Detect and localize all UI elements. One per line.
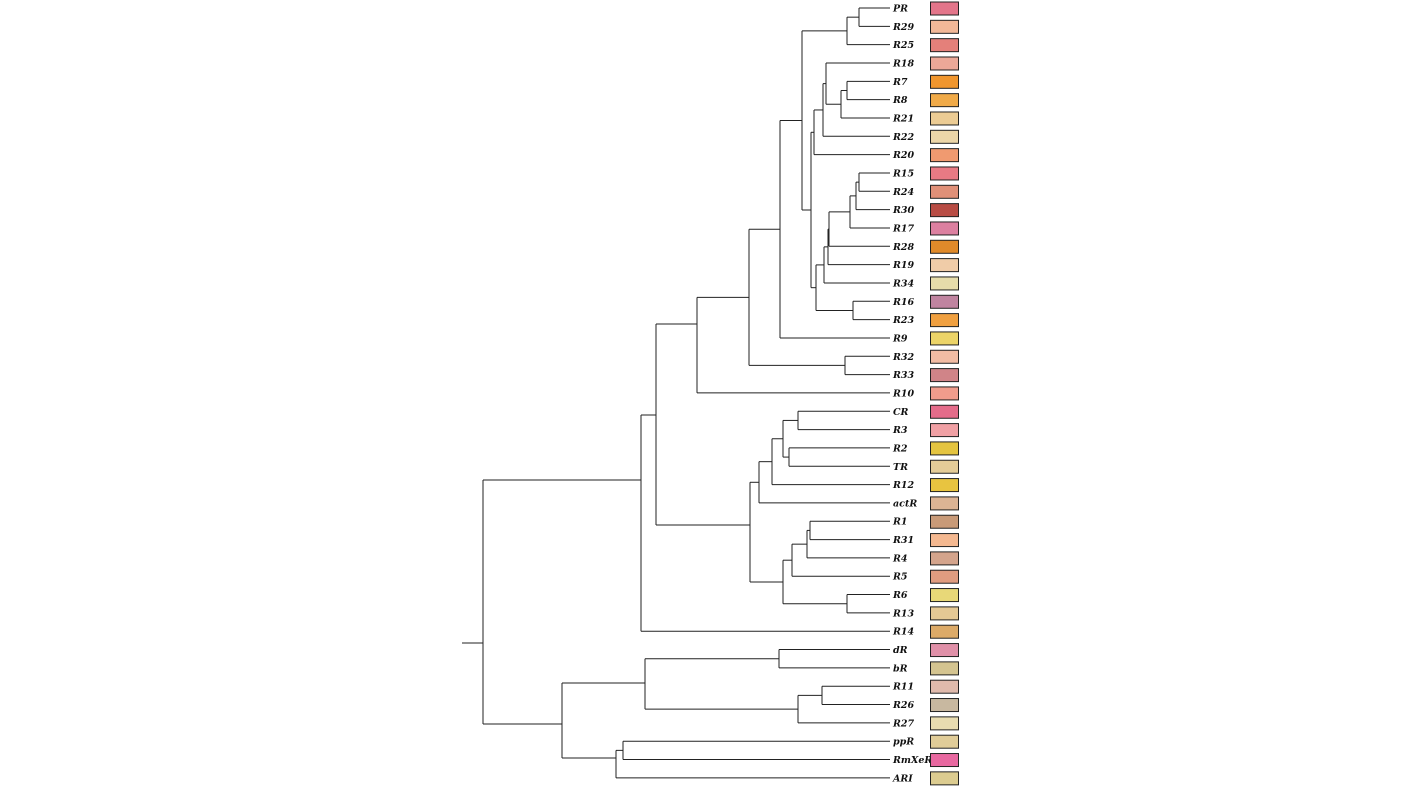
leaf-label: R26 <box>892 700 915 711</box>
color-swatch <box>930 19 959 34</box>
leaf-label: dR <box>893 645 908 656</box>
color-swatch <box>930 459 959 474</box>
leaf-label: bR <box>893 663 908 674</box>
leaf-label: R24 <box>892 187 914 198</box>
leaf-label: PR <box>892 4 908 15</box>
leaf-label: TR <box>893 462 908 473</box>
color-swatch <box>930 93 959 108</box>
color-swatch <box>930 423 959 438</box>
leaf-label: R34 <box>892 278 914 289</box>
leaf-label: RmXeR <box>892 755 932 766</box>
leaf-label: R14 <box>892 627 914 638</box>
leaf-label: R30 <box>892 205 915 216</box>
leaf-label: R7 <box>892 77 908 88</box>
leaf-label: R13 <box>892 608 915 619</box>
leaf-label: R32 <box>892 352 915 363</box>
leaf-label: R33 <box>892 370 915 381</box>
leaf-label: R22 <box>892 132 915 143</box>
color-swatch <box>930 294 959 309</box>
color-swatch <box>930 478 959 493</box>
color-swatch <box>930 349 959 364</box>
color-swatch <box>930 276 959 291</box>
color-swatch <box>930 551 959 566</box>
color-swatch <box>930 716 959 731</box>
color-swatch <box>930 258 959 273</box>
color-swatch <box>930 239 959 254</box>
leaf-label: R28 <box>892 242 915 253</box>
color-swatch <box>930 496 959 511</box>
color-swatch <box>930 203 959 218</box>
dendrogram-branches <box>462 7 890 779</box>
leaf-label: ppR <box>893 737 914 748</box>
leaf-label: R4 <box>892 553 908 564</box>
leaf-label: R27 <box>892 718 915 729</box>
color-swatch <box>930 1 959 16</box>
color-swatch <box>930 588 959 603</box>
color-swatch <box>930 661 959 676</box>
color-swatch <box>930 514 959 529</box>
color-swatch <box>930 129 959 144</box>
color-swatch <box>930 38 959 53</box>
leaf-label: R12 <box>892 480 915 491</box>
leaf-label: R1 <box>892 517 908 528</box>
leaf-label: R25 <box>892 40 915 51</box>
leaf-label: R9 <box>892 333 908 344</box>
leaf-label: R23 <box>892 315 915 326</box>
color-swatch <box>930 331 959 346</box>
color-swatch <box>930 221 959 236</box>
color-swatch <box>930 56 959 71</box>
leaf-label: R8 <box>892 95 908 106</box>
leaf-label: R10 <box>892 388 915 399</box>
leaf-label: R16 <box>892 297 915 308</box>
color-swatch <box>930 313 959 328</box>
color-swatch <box>930 404 959 419</box>
color-swatch <box>930 753 959 768</box>
leaf-label: R3 <box>892 425 908 436</box>
color-swatch <box>930 533 959 548</box>
leaf-label: R17 <box>892 223 915 234</box>
color-swatch <box>930 569 959 584</box>
color-swatch <box>930 624 959 639</box>
dendrogram-leaves: PR R29 R25 R18 R7 R8 R21 R22 R20 R15 R24 R30 R17 R28 R… <box>892 1 959 786</box>
leaf-label: R18 <box>892 58 915 69</box>
color-swatch <box>930 386 959 401</box>
leaf-label: R31 <box>892 535 914 546</box>
color-swatch <box>930 441 959 456</box>
color-swatch <box>930 643 959 658</box>
color-swatch <box>930 166 959 181</box>
leaf-label: R21 <box>892 113 914 124</box>
color-swatch <box>930 679 959 694</box>
leaf-label: R15 <box>892 168 915 179</box>
color-swatch <box>930 184 959 199</box>
color-swatch <box>930 111 959 126</box>
color-swatch <box>930 368 959 383</box>
leaf-label: R19 <box>892 260 915 271</box>
color-swatch <box>930 606 959 621</box>
leaf-label: CR <box>893 407 909 418</box>
leaf-label: R29 <box>892 22 915 33</box>
leaf-label: actR <box>893 498 917 509</box>
leaf-label: R6 <box>892 590 908 601</box>
leaf-label: R2 <box>892 443 908 454</box>
color-swatch <box>930 698 959 713</box>
leaf-label: R5 <box>892 572 908 583</box>
color-swatch <box>930 74 959 89</box>
color-swatch <box>930 734 959 749</box>
leaf-label: R11 <box>892 682 914 693</box>
leaf-label: R20 <box>892 150 915 161</box>
color-swatch <box>930 148 959 163</box>
leaf-label: ARI <box>892 773 913 784</box>
color-swatch <box>930 771 959 786</box>
